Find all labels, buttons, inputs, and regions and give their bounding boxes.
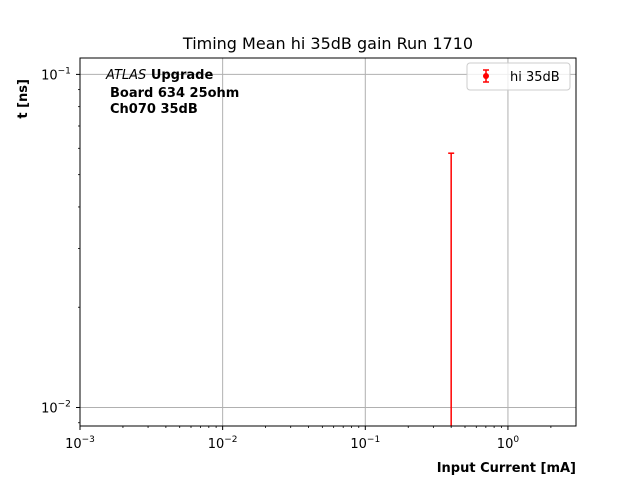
- legend-marker: [483, 69, 489, 83]
- annotation-line-2: Board 634 25ohm: [110, 86, 239, 101]
- annotation-atlas: ATLAS: [105, 68, 146, 83]
- y-tick-exponent-0: −2: [58, 400, 71, 410]
- series-layer: [448, 152, 455, 426]
- annotation-line-3: Ch070 35dB: [110, 102, 198, 117]
- x-tick-exponent-2: −1: [367, 435, 380, 445]
- legend-marker-dot: [483, 73, 489, 79]
- legend: hi 35dB: [466, 62, 571, 91]
- annotation-upgrade: Upgrade: [151, 68, 214, 83]
- annotation-line-1: ATLAS Upgrade: [105, 68, 213, 83]
- x-tick-exponent-3: 0: [513, 435, 519, 445]
- x-tick-exponent-0: −3: [82, 435, 95, 445]
- legend-box: [466, 62, 571, 91]
- y-axis-label: t [ns]: [16, 79, 31, 119]
- x-tick-exponent-1: −2: [224, 435, 237, 445]
- chart-title: Timing Mean hi 35dB gain Run 1710: [182, 34, 473, 53]
- y-tick-exponent-1: −1: [58, 66, 71, 76]
- atlas-annotation: ATLAS Upgrade Board 634 25ohm Ch070 35dB: [105, 68, 239, 117]
- x-axis-label: Input Current [mA]: [437, 461, 576, 476]
- plot-frame: [79, 57, 577, 427]
- legend-label: hi 35dB: [510, 70, 560, 85]
